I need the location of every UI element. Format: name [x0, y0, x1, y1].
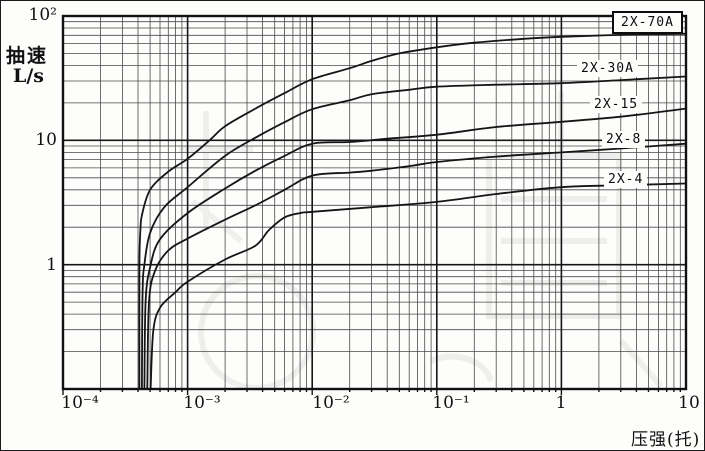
curve-label-2x-30a: 2X-30A	[577, 60, 638, 77]
plot-frame	[61, 14, 688, 391]
curve-label-2x-8: 2X-8	[602, 131, 646, 148]
curve-2x-70a	[138, 32, 687, 390]
x-axis-ticks	[62, 389, 681, 395]
curve-label-2x-70a: 2X-70A	[612, 11, 683, 34]
x-tick-1e-4: 10⁻⁴	[61, 393, 99, 413]
x-tick-10: 10	[678, 393, 700, 413]
curve-2x-8	[146, 142, 687, 390]
grid-minor	[63, 16, 686, 389]
y-tick-10: 10	[35, 130, 57, 150]
y-tick-1: 1	[46, 255, 57, 275]
curve-2x-4	[149, 182, 687, 390]
x-tick-1e-1: 10⁻¹	[432, 393, 470, 413]
watermark-glyph-1	[198, 272, 316, 392]
watermark-glyph-2	[486, 153, 622, 319]
y-axis-title-cn: 抽速	[6, 45, 49, 67]
x-axis-title: 压强(托)	[631, 430, 701, 450]
y-axis-title-unit: L/s	[13, 65, 44, 87]
watermark-glyph-0	[179, 111, 253, 244]
curve-2x-30a	[141, 75, 687, 390]
curve-label-2x-4: 2X-4	[604, 171, 648, 188]
x-tick-1e-2: 10⁻²	[312, 393, 350, 413]
x-tick-1: 1	[555, 393, 567, 413]
y-tick-100: 10²	[28, 5, 57, 25]
curve-2x-15	[143, 107, 687, 390]
x-tick-1e-3: 10⁻³	[183, 393, 221, 413]
curve-label-2x-15: 2X-15	[590, 96, 643, 113]
